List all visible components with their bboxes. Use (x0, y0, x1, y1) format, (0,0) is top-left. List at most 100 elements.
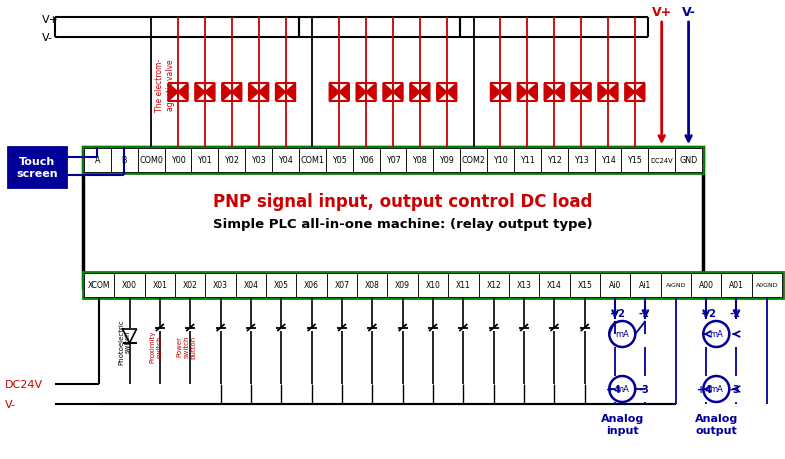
Text: X07: X07 (334, 281, 349, 290)
Text: X15: X15 (577, 281, 592, 290)
Polygon shape (393, 84, 403, 102)
Text: mA: mA (615, 330, 630, 339)
Bar (433, 149, 460, 173)
Text: GND: GND (680, 156, 698, 165)
Polygon shape (581, 84, 591, 102)
Text: mA: mA (710, 330, 723, 339)
Bar (326, 149, 352, 173)
Bar (266, 274, 297, 297)
Polygon shape (205, 84, 215, 102)
Text: Y04: Y04 (278, 156, 293, 165)
Polygon shape (222, 84, 232, 102)
Polygon shape (544, 84, 554, 102)
Polygon shape (366, 84, 376, 102)
Polygon shape (122, 329, 137, 343)
Text: Y05: Y05 (332, 156, 347, 165)
Polygon shape (178, 84, 188, 102)
Text: +4: +4 (606, 384, 620, 394)
Polygon shape (420, 84, 430, 102)
Bar (380, 149, 407, 173)
Text: -1: -1 (729, 308, 739, 318)
Bar (84, 149, 111, 173)
Text: The electrom-
agnetic valve: The electrom- agnetic valve (155, 58, 175, 112)
Bar (600, 274, 630, 297)
Text: Ai1: Ai1 (639, 281, 652, 290)
Text: X00: X00 (122, 281, 137, 290)
Bar (8, 148, 66, 188)
Bar (514, 149, 541, 173)
Polygon shape (339, 84, 349, 102)
Text: X05: X05 (274, 281, 289, 290)
Bar (236, 274, 266, 297)
Text: Y12: Y12 (547, 156, 561, 165)
Text: X08: X08 (365, 281, 380, 290)
Text: Y00: Y00 (170, 156, 185, 165)
Bar (648, 149, 675, 173)
Bar (568, 149, 594, 173)
Bar (479, 274, 509, 297)
Polygon shape (598, 84, 608, 102)
Text: X03: X03 (213, 281, 228, 290)
Polygon shape (168, 84, 178, 102)
Text: XCOM: XCOM (88, 281, 111, 290)
Bar (418, 274, 448, 297)
Text: -1: -1 (638, 308, 649, 318)
Polygon shape (528, 84, 538, 102)
Text: mA: mA (615, 385, 630, 394)
Bar (630, 274, 661, 297)
Bar (297, 274, 327, 297)
Text: A00: A00 (699, 281, 714, 290)
Polygon shape (383, 84, 393, 102)
Bar (115, 274, 144, 297)
Bar (541, 149, 568, 173)
Polygon shape (571, 84, 581, 102)
Text: Proximity
switch: Proximity switch (149, 330, 162, 363)
Bar (84, 274, 115, 297)
Bar (388, 274, 418, 297)
Polygon shape (356, 84, 366, 102)
Bar (245, 149, 272, 173)
Text: X09: X09 (395, 281, 410, 290)
Text: V-: V- (42, 33, 53, 43)
Bar (691, 274, 721, 297)
Polygon shape (258, 84, 268, 102)
Polygon shape (491, 84, 501, 102)
Text: Analog
input: Analog input (601, 413, 644, 435)
Bar (675, 149, 702, 173)
Bar (111, 149, 137, 173)
Polygon shape (286, 84, 295, 102)
Text: AiGND: AiGND (666, 283, 686, 288)
Polygon shape (517, 84, 528, 102)
Text: DC24V: DC24V (5, 379, 43, 389)
Polygon shape (195, 84, 205, 102)
Text: COM2: COM2 (462, 156, 486, 165)
Bar (352, 149, 380, 173)
Polygon shape (329, 84, 339, 102)
Text: X06: X06 (304, 281, 319, 290)
Bar (206, 274, 236, 297)
Text: X13: X13 (517, 281, 531, 290)
Text: Y06: Y06 (359, 156, 374, 165)
Bar (448, 274, 479, 297)
Polygon shape (554, 84, 564, 102)
Text: Y07: Y07 (385, 156, 400, 165)
Text: Y10: Y10 (493, 156, 508, 165)
Text: A01: A01 (729, 281, 744, 290)
Text: Y13: Y13 (574, 156, 589, 165)
Bar (327, 274, 357, 297)
Polygon shape (447, 84, 457, 102)
Bar (594, 149, 622, 173)
Text: V+: V+ (42, 15, 59, 25)
Bar (721, 274, 752, 297)
Bar (570, 274, 600, 297)
Text: Y02: Y02 (225, 156, 239, 165)
Text: Y01: Y01 (198, 156, 212, 165)
Bar (83, 148, 703, 174)
Text: +2: +2 (610, 308, 625, 318)
Polygon shape (501, 84, 510, 102)
Polygon shape (625, 84, 635, 102)
Polygon shape (249, 84, 258, 102)
Bar (192, 149, 218, 173)
Bar (661, 274, 691, 297)
Text: PNP signal input, output control DC load: PNP signal input, output control DC load (214, 193, 593, 211)
